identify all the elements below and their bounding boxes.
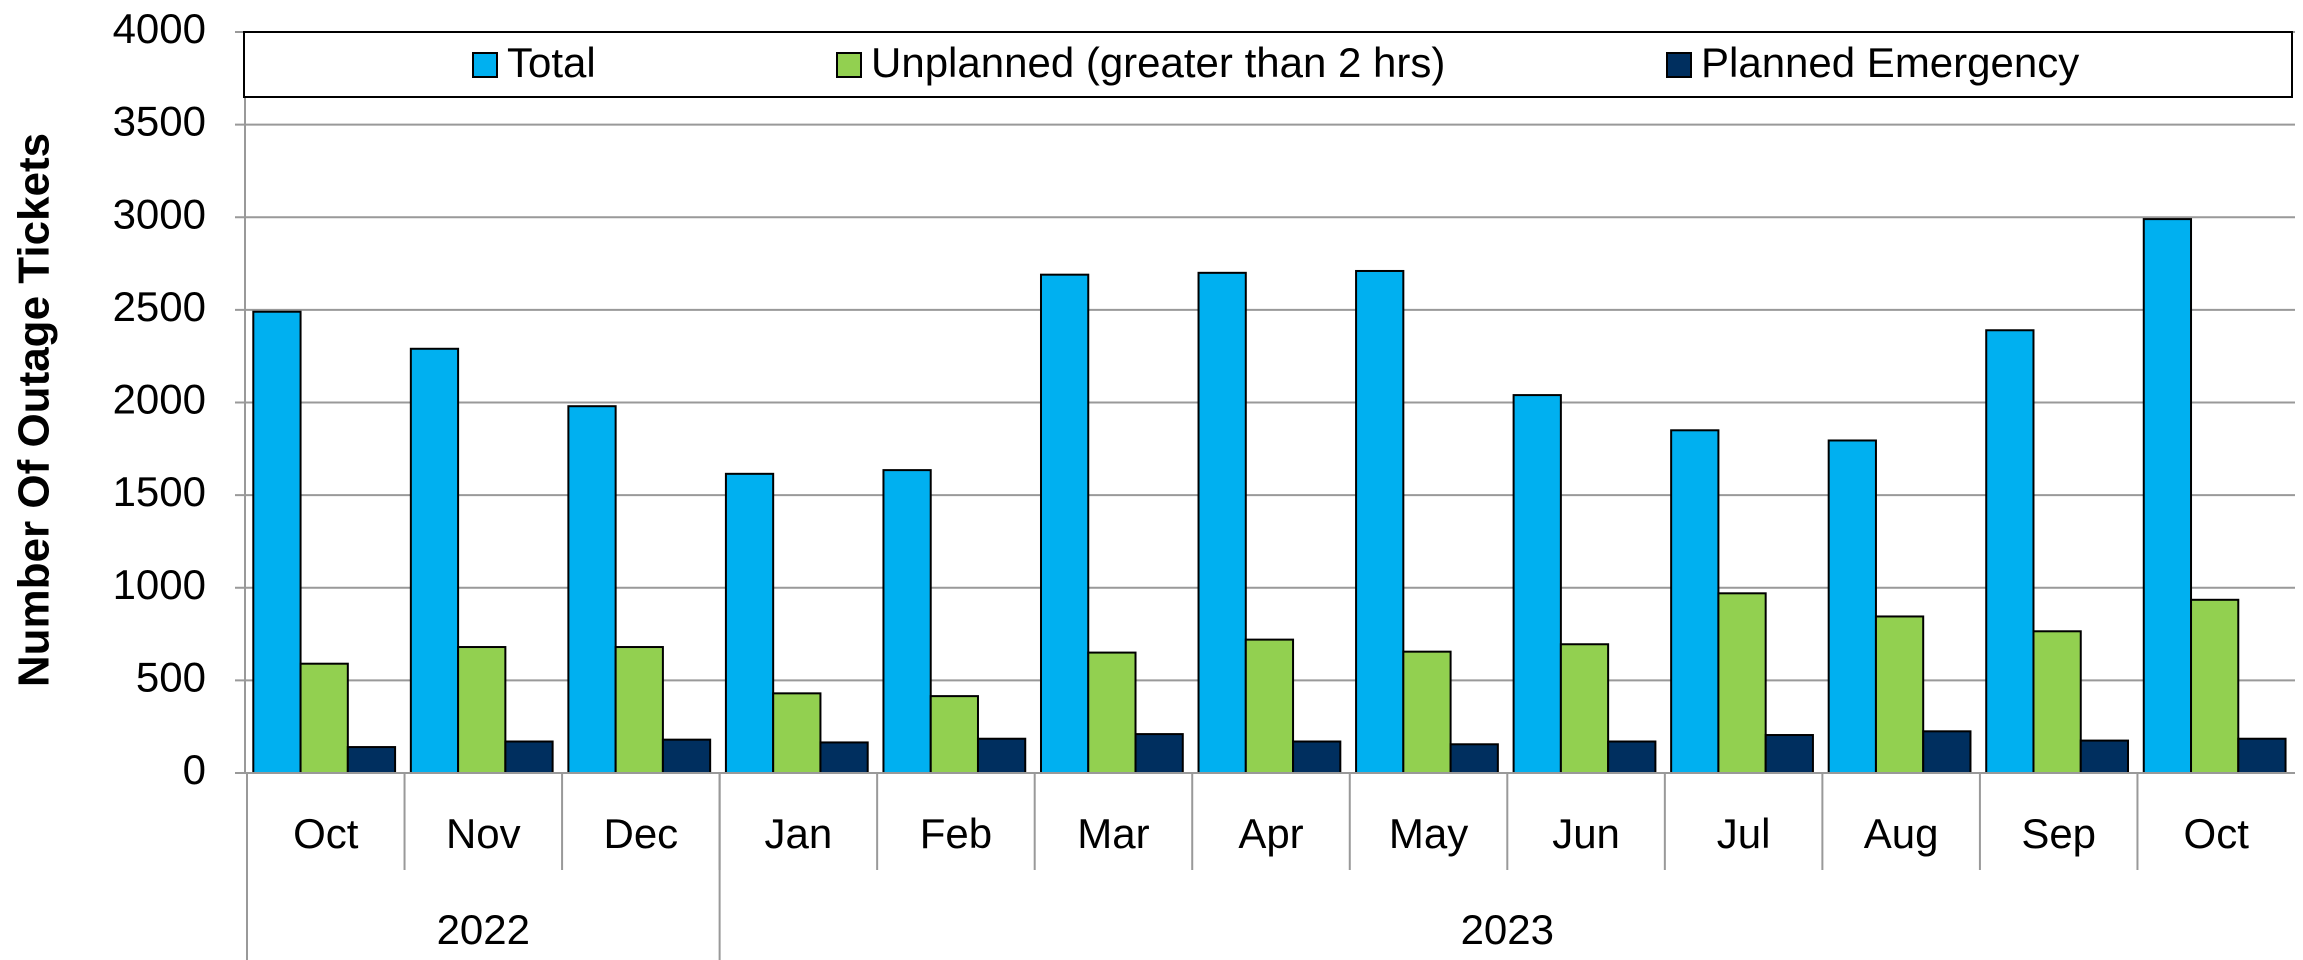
bar [772,692,822,775]
legend-label: Total [507,39,596,86]
bar [819,741,869,775]
bar [2079,739,2130,774]
bar [2190,598,2240,775]
bar [2142,218,2193,775]
bar [1512,394,1562,774]
x-tick-label: Aug [1864,810,1939,857]
bar [1292,740,1342,775]
bar [1764,734,1814,774]
x-tick-label: Apr [1238,810,1303,857]
bar [661,738,712,775]
y-axis-title: Number Of Outage Tickets [10,133,59,687]
bar [1449,743,1499,775]
x-tick-label: Jun [1552,810,1620,857]
y-tick-label: 2500 [113,283,206,330]
y-tick-label: 0 [183,746,206,793]
bar [976,737,1027,775]
x-tick-label: Oct [2184,810,2250,857]
x-tick-label: Jan [765,810,833,857]
bar [2237,737,2287,775]
x-tick-label: Jul [1717,810,1771,857]
bar [1087,651,1137,775]
group-label: 2023 [1461,906,1554,953]
legend-label: Planned Emergency [1701,39,2079,86]
bar [409,347,460,774]
legend-label: Unplanned (greater than 2 hrs) [871,39,1445,86]
x-tick-label: Nov [446,810,521,857]
legend-swatch [472,52,498,78]
bar [1039,273,1090,774]
x-tick-label: Oct [293,810,359,857]
x-tick-label: May [1389,810,1468,857]
bar [1355,269,1405,774]
y-tick-label: 4000 [113,5,206,52]
x-tick-label: Sep [2021,810,2096,857]
y-tick-label: 500 [136,653,206,700]
bar [1402,650,1452,775]
bar [1559,643,1610,774]
bar [1134,733,1184,774]
legend-swatch [1666,52,1692,78]
bar [1197,271,1247,774]
bar [1670,429,1720,774]
bar [929,695,979,775]
y-tick-label: 3000 [113,190,206,237]
y-tick-label: 1500 [113,468,206,515]
bar [299,662,349,775]
y-tick-label: 1000 [113,561,206,608]
bar [1922,730,1972,774]
y-tick-label: 2000 [113,376,206,423]
group-label: 2022 [437,906,530,953]
bar [1985,329,2035,774]
x-tick-label: Feb [920,810,992,857]
bar [504,740,554,775]
x-tick-label: Mar [1077,810,1149,857]
bar [567,405,617,774]
bar [346,746,397,775]
bar [614,646,664,775]
bar [1874,615,1925,774]
legend-box [243,31,2293,98]
bar [2032,630,2082,774]
bar [1244,638,1295,774]
bar [1717,592,1767,774]
legend-swatch [836,52,862,78]
bar [882,469,932,774]
bar [1827,439,1877,774]
y-tick-label: 3500 [113,98,206,145]
bar [457,646,507,775]
x-tick-label: Dec [603,810,678,857]
bar [724,472,775,774]
bar [1607,740,1657,775]
bar [252,310,302,774]
